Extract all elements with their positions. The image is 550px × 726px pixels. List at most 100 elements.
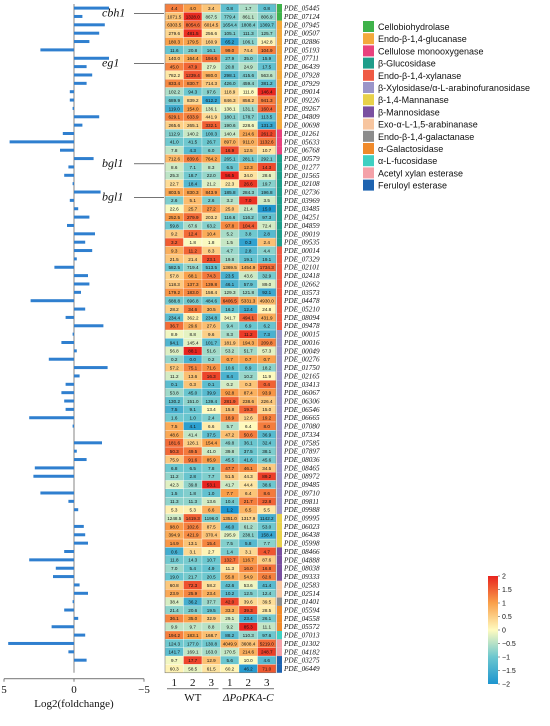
gene-label-PDE_07929: PDE_07929 [283, 80, 320, 88]
cell-label-PDE_08036-0: 75.9 [170, 457, 179, 462]
cell-label-PDE_07329-2: 23.1 [207, 257, 216, 262]
gene-label-PDE_01261: PDE_01261 [283, 130, 320, 138]
cell-label-PDE_06546-0: 7.5 [171, 407, 178, 412]
bar-PDE_07080 [72, 424, 74, 428]
cell-label-PDE_03485-0: 22.6 [170, 207, 179, 212]
cell-label-PDE_02736-5: 196.8 [261, 190, 273, 195]
cell-label-PDE_09267-1: 154.0 [187, 106, 199, 111]
gene-label-PDE_09478: PDE_09478 [283, 322, 320, 330]
category-mark-PDE_04558 [277, 614, 282, 623]
cell-label-PDE_05633-4: 911.0 [243, 140, 255, 145]
legend-swatch [363, 118, 374, 130]
cell-label-PDE_07334-5: 36.9 [262, 432, 271, 437]
gene-label-PDE_05193: PDE_05193 [283, 46, 320, 54]
cell-label-PDE_07897-0: 50.3 [170, 449, 179, 454]
cell-label-PDE_07897-4: 37.5 [244, 449, 253, 454]
cell-label-PDE_04859-3: 97.8 [225, 223, 234, 228]
cell-label-PDE_04888-3: 132.7 [224, 558, 236, 563]
cell-label-PDE_09333-0: 19.0 [170, 574, 179, 579]
cell-label-PDE_04182-5: 248.7 [261, 650, 273, 655]
legend-label: β-1,4-Mannanase [378, 95, 449, 105]
cell-label-PDE_03275-1: 17.7 [188, 658, 197, 663]
cell-label-PDE_05633-0: 41.0 [170, 140, 179, 145]
color-scale-tick-label: −0.5 [502, 641, 516, 648]
cell-label-PDE_09478-0: 36.7 [170, 324, 179, 329]
cell-label-PDE_08466-3: 1.4 [227, 549, 234, 554]
cell-label-PDE_07124-2: 867.5 [206, 14, 218, 19]
category-mark-PDE_02583 [277, 580, 282, 590]
cell-label-PDE_09267-4: 131.1 [243, 106, 255, 111]
category-mark-PDE_08038 [277, 564, 282, 573]
cell-label-PDE_01302-3: 4049.9 [223, 641, 237, 646]
cell-label-PDE_02101-5: 1734.3 [260, 265, 274, 270]
cell-label-PDE_06438-3: 295.9 [224, 533, 236, 538]
gene-label-PDE_06665: PDE_06665 [283, 414, 320, 422]
cell-label-PDE_08038-5: 16.8 [262, 566, 271, 571]
cell-label-PDE_07897-1: 49.5 [188, 449, 197, 454]
bar-PDE_07585 [74, 441, 102, 445]
bar-PDE_02418 [74, 274, 88, 278]
legend-label: Cellulose monooxygenase [378, 46, 484, 56]
category-mark-PDE_09019 [277, 229, 282, 239]
cell-label-PDE_08465-1: 6.5 [190, 466, 197, 471]
gene-label-PDE_08465: PDE_08465 [283, 464, 320, 472]
bar-PDE_06439 [74, 65, 87, 69]
cell-label-PDE_07585-0: 181.6 [169, 441, 181, 446]
cell-label-PDE_08466-4: 3.1 [245, 549, 252, 554]
bar-PDE_08466 [64, 550, 74, 553]
bar-PDE_00507 [74, 31, 100, 35]
cell-label-PDE_09485-0: 42.3 [170, 482, 179, 487]
cell-label-PDE_05572-3: 9.2 [227, 625, 234, 630]
cell-label-PDE_00276-3: 0.7 [227, 357, 234, 362]
legend-swatch [363, 57, 374, 69]
cell-label-PDE_00049-5: 57.3 [262, 349, 271, 354]
cell-label-PDE_07013-1: 183.1 [187, 633, 199, 638]
cell-label-PDE_07329-3: 19.8 [225, 257, 234, 262]
cell-label-PDE_00014-1: 11.2 [188, 248, 197, 253]
cell-label-PDE_02886-4: 106.1 [243, 39, 255, 44]
cell-label-PDE_06438-1: 421.9 [187, 533, 199, 538]
gene-label-PDE_06439: PDE_06439 [283, 63, 320, 71]
cell-label-PDE_02165-5: 11.9 [262, 374, 271, 379]
cell-label-PDE_00507-0: 279.6 [169, 31, 181, 36]
cell-label-PDE_07897-2: 41.0 [207, 449, 216, 454]
cell-label-PDE_02101-1: 719.4 [187, 265, 199, 270]
gene-label-PDE_01302: PDE_01302 [283, 640, 320, 648]
cell-label-PDE_04558-0: 36.1 [170, 616, 179, 621]
category-mark-PDE_00015 [277, 330, 282, 339]
gene-label-PDE_09226: PDE_09226 [283, 97, 320, 105]
cell-label-PDE_00014-2: 8.3 [208, 248, 215, 253]
bar-PDE_09811 [68, 499, 74, 503]
bar-PDE_04478 [30, 299, 75, 303]
gene-label-PDE_09014: PDE_09014 [283, 88, 320, 96]
gene-label-PDE_04859: PDE_04859 [283, 222, 320, 230]
gene-label-PDE_02736: PDE_02736 [283, 188, 320, 196]
cell-label-PDE_06438-4: 238.1 [243, 533, 255, 538]
gene-label-PDE_08972: PDE_08972 [283, 473, 320, 481]
cell-label-PDE_05633-1: 41.5 [188, 140, 197, 145]
cell-label-PDE_01401-2: 37.7 [207, 600, 216, 605]
cell-label-PDE_02514-0: 23.9 [170, 591, 179, 596]
color-scale-bar [488, 576, 498, 684]
bar-PDE_09014 [69, 90, 74, 94]
cell-label-PDE_09333-5: 62.6 [262, 574, 271, 579]
cell-label-PDE_00016-2: 101.7 [206, 340, 218, 345]
cell-label-PDE_01401-1: 36.2 [188, 600, 197, 605]
cell-label-PDE_09535-2: 1.8 [208, 240, 215, 245]
cell-label-PDE_03485-3: 25.0 [225, 207, 234, 212]
cell-label-PDE_00276-0: 0.2 [171, 357, 178, 362]
cell-label-PDE_07928-2: 980.0 [206, 73, 218, 78]
gene-label-PDE_07711: PDE_07711 [283, 55, 319, 63]
category-mark-PDE_05633 [277, 137, 282, 147]
cell-label-PDE_02108-2: 21.2 [207, 182, 216, 187]
cell-label-PDE_09019-1: 12.4 [188, 232, 197, 237]
cell-label-PDE_08972-4: 44.3 [244, 474, 253, 479]
cell-label-PDE_00579-1: 839.6 [187, 156, 199, 161]
cell-label-PDE_09995-0: 1248.5 [167, 516, 181, 521]
cell-label-PDE_09995-4: 1317.9 [241, 516, 255, 521]
cell-label-PDE_06439-5: 17.5 [262, 64, 271, 69]
category-mark-PDE_06449 [277, 664, 282, 673]
heatmap-grid: 4.4 4.0 3.4 0.8 1.7 0.8 1071.5 1328.0 867.5 779.4… [164, 3, 277, 674]
color-scale-tick-label: −1 [502, 654, 510, 661]
